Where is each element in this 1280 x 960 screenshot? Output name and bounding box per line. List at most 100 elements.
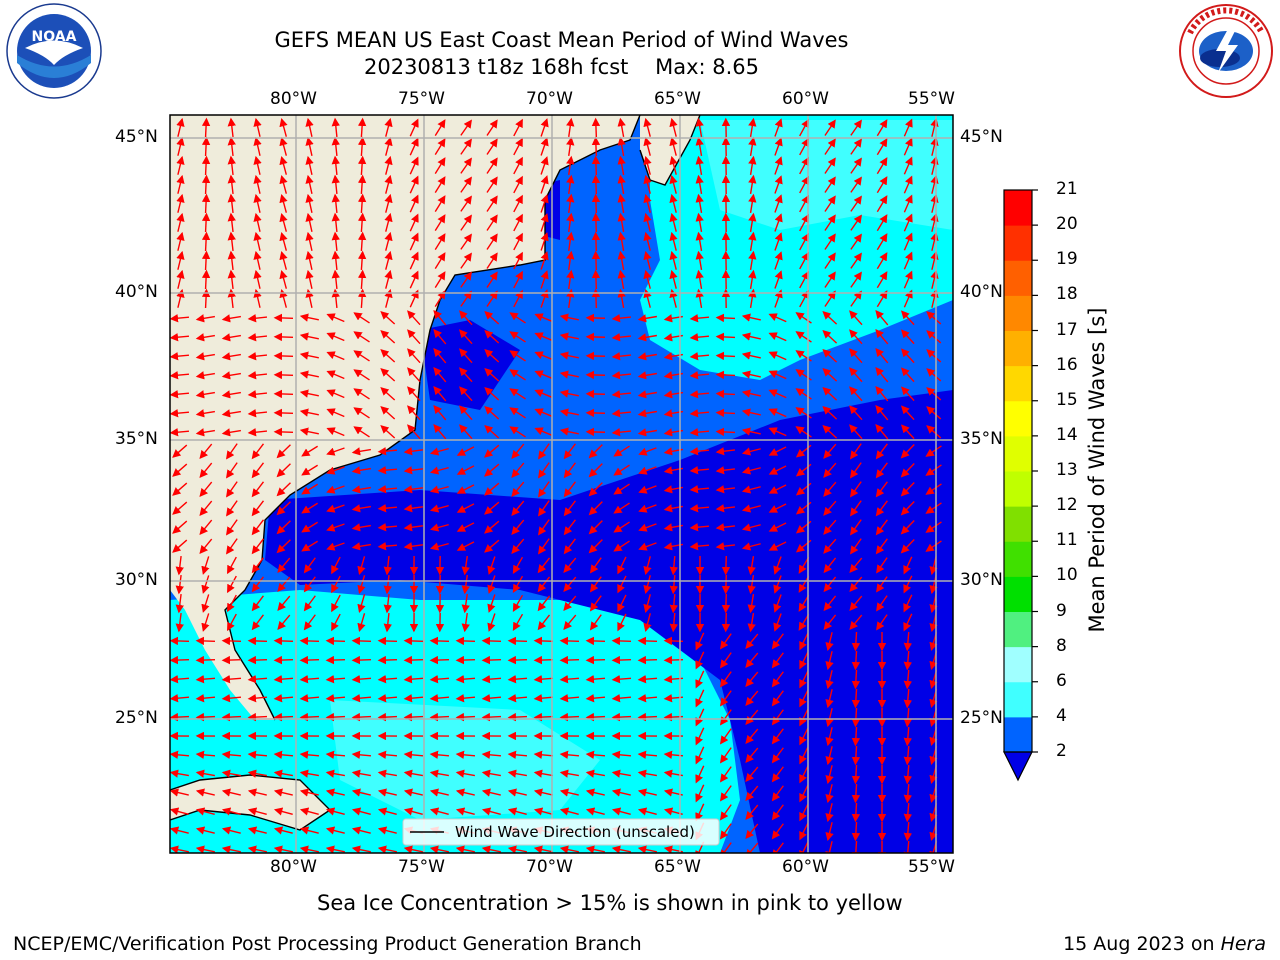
wave-direction-arrow xyxy=(669,612,679,633)
wave-direction-arrow xyxy=(774,175,783,194)
wave-direction-arrow xyxy=(357,136,367,157)
wave-direction-arrow xyxy=(481,769,501,778)
wave-direction-arrow xyxy=(201,250,211,271)
wave-direction-arrow xyxy=(509,407,526,419)
wave-direction-arrow xyxy=(563,538,576,555)
wave-direction-arrow xyxy=(613,540,630,552)
wave-direction-arrow xyxy=(409,156,419,175)
wave-direction-arrow xyxy=(643,231,652,251)
wave-direction-arrow xyxy=(823,614,837,631)
wave-direction-arrow xyxy=(822,424,838,439)
wave-direction-arrow xyxy=(455,655,476,665)
wave-direction-arrow xyxy=(357,575,366,594)
wave-direction-arrow xyxy=(351,788,371,797)
wave-direction-arrow xyxy=(638,485,657,494)
wave-direction-arrow xyxy=(559,769,579,778)
wave-direction-arrow xyxy=(201,136,211,157)
wave-direction-arrow xyxy=(849,462,862,479)
wave-direction-arrow xyxy=(429,712,450,722)
wave-direction-arrow xyxy=(824,252,836,269)
wave-direction-arrow xyxy=(617,136,626,156)
wave-direction-arrow xyxy=(407,329,421,345)
wave-direction-arrow xyxy=(273,845,293,853)
wave-direction-arrow xyxy=(745,842,759,853)
wave-direction-arrow xyxy=(617,212,626,232)
wave-direction-arrow xyxy=(199,519,213,536)
wave-direction-arrow xyxy=(351,750,372,759)
wave-direction-arrow xyxy=(613,502,630,514)
wave-direction-arrow xyxy=(824,195,836,212)
wave-direction-arrow xyxy=(617,250,626,270)
wave-direction-arrow xyxy=(617,231,626,251)
wave-direction-arrow xyxy=(455,845,475,853)
wave-direction-arrow xyxy=(513,213,523,232)
wave-direction-arrow xyxy=(513,156,523,175)
wave-direction-arrow xyxy=(325,807,345,816)
colorbar-tick-label: 12 xyxy=(1056,495,1078,516)
wave-direction-arrow xyxy=(325,788,345,797)
wave-direction-arrow xyxy=(741,504,761,513)
wave-direction-arrow xyxy=(795,312,812,324)
wave-direction-arrow xyxy=(903,556,913,575)
wave-direction-arrow xyxy=(689,503,710,513)
wave-direction-arrow xyxy=(566,212,575,233)
wave-direction-arrow xyxy=(331,594,341,613)
lat-label-right: 45°N xyxy=(960,127,1003,147)
wave-direction-arrow xyxy=(585,389,606,399)
wave-direction-arrow xyxy=(745,766,759,782)
wave-direction-arrow xyxy=(276,520,291,535)
wave-direction-arrow xyxy=(434,233,446,251)
wave-direction-arrow xyxy=(799,175,809,194)
wave-direction-arrow xyxy=(172,444,188,458)
wave-direction-arrow xyxy=(538,462,550,479)
wave-direction-arrow xyxy=(303,595,316,612)
wave-direction-arrow xyxy=(172,463,188,477)
wave-direction-arrow xyxy=(669,250,678,270)
wave-direction-arrow xyxy=(617,556,627,575)
wave-direction-arrow xyxy=(247,845,267,853)
wave-direction-arrow xyxy=(301,502,318,514)
colorbar-segment xyxy=(1004,330,1032,367)
wave-direction-arrow xyxy=(669,136,678,156)
wave-direction-arrow xyxy=(799,651,809,670)
wave-direction-arrow xyxy=(176,269,185,289)
wave-direction-arrow xyxy=(279,231,288,251)
wave-direction-arrow xyxy=(377,845,397,853)
wave-direction-arrow xyxy=(201,117,211,138)
wave-direction-arrow xyxy=(325,750,346,759)
wave-direction-arrow xyxy=(273,655,294,665)
wave-direction-arrow xyxy=(719,842,732,853)
wave-direction-arrow xyxy=(824,119,836,136)
wave-direction-arrow xyxy=(538,519,550,536)
wave-direction-arrow xyxy=(745,633,759,649)
wave-direction-arrow xyxy=(566,231,575,252)
lat-label-left: 25°N xyxy=(115,708,158,728)
wave-direction-arrow xyxy=(511,481,525,497)
wave-direction-arrow xyxy=(637,352,657,361)
wave-direction-arrow xyxy=(513,251,523,270)
wave-direction-arrow xyxy=(643,250,652,270)
wave-direction-arrow xyxy=(741,447,761,456)
wave-direction-arrow xyxy=(849,443,862,460)
wave-direction-arrow xyxy=(383,574,392,595)
wave-direction-arrow xyxy=(176,174,185,194)
wave-direction-arrow xyxy=(926,349,942,363)
wave-direction-arrow xyxy=(456,541,475,551)
wave-direction-arrow xyxy=(409,118,419,137)
wave-direction-arrow xyxy=(825,689,834,709)
map-title: GEFS MEAN US East Coast Mean Period of W… xyxy=(274,28,849,52)
wave-direction-arrow xyxy=(773,594,782,613)
wave-direction-arrow xyxy=(585,655,606,665)
wave-direction-arrow xyxy=(903,802,913,823)
wave-direction-arrow xyxy=(903,251,913,270)
wave-direction-arrow xyxy=(747,575,756,595)
wave-direction-arrow xyxy=(429,542,449,551)
wave-direction-arrow xyxy=(221,636,242,646)
wave-direction-arrow xyxy=(540,270,549,289)
wave-direction-arrow xyxy=(276,463,291,478)
wave-direction-arrow xyxy=(299,693,320,703)
wave-direction-arrow xyxy=(511,519,525,535)
wave-direction-arrow xyxy=(384,136,393,156)
wave-direction-arrow xyxy=(824,138,836,155)
wave-direction-arrow xyxy=(251,595,264,612)
